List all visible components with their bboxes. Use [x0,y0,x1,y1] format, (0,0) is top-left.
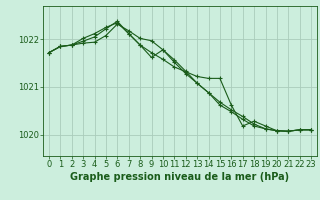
X-axis label: Graphe pression niveau de la mer (hPa): Graphe pression niveau de la mer (hPa) [70,172,290,182]
